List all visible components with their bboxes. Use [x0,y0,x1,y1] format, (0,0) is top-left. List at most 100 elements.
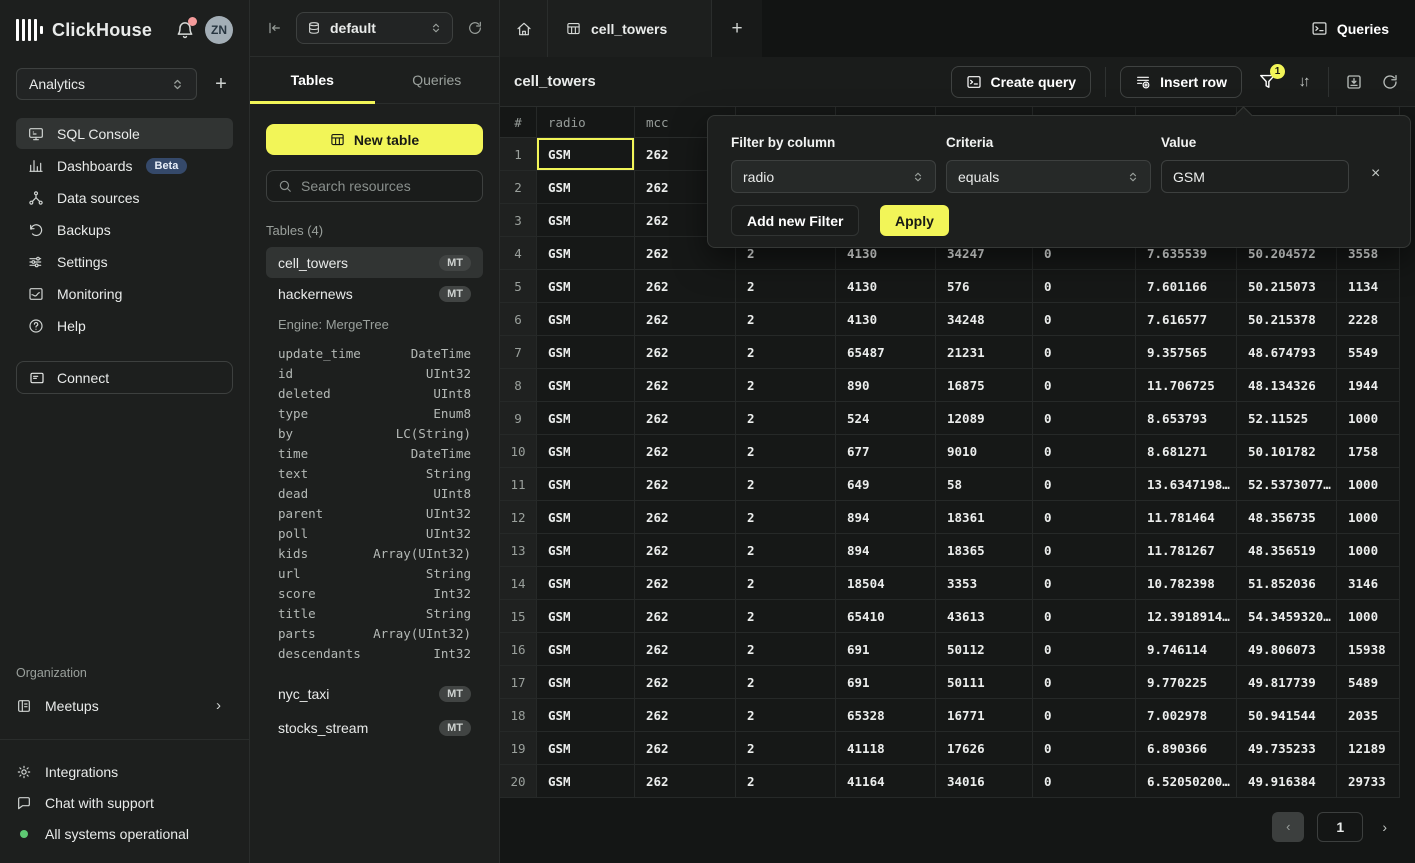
table-cell[interactable]: 262 [635,402,736,435]
new-tab-button[interactable]: + [712,0,762,57]
table-cell[interactable]: 262 [635,534,736,567]
table-cell[interactable]: GSM [537,633,635,666]
table-cell[interactable]: 262 [635,270,736,303]
table-cell[interactable]: 0 [1033,468,1136,501]
table-cell[interactable]: 262 [635,336,736,369]
download-button[interactable] [1343,73,1365,91]
table-item-stocks-stream[interactable]: stocks_stream MT [266,712,483,743]
sidebar-item-sql-console[interactable]: SQL Console [16,118,233,149]
table-cell[interactable]: 262 [635,600,736,633]
queries-button[interactable]: Queries [1311,20,1389,37]
table-cell[interactable]: 49.735233 [1237,732,1337,765]
add-service-button[interactable]: + [215,73,227,95]
table-cell[interactable]: 262 [635,633,736,666]
table-cell[interactable]: 262 [635,237,736,270]
table-item-hackernews[interactable]: hackernews MT [266,278,483,309]
table-cell[interactable]: 262 [635,435,736,468]
table-cell[interactable]: GSM [537,270,635,303]
table-cell[interactable]: 0 [1033,369,1136,402]
table-cell[interactable]: 1000 [1337,402,1400,435]
table-cell[interactable]: 50111 [936,666,1033,699]
table-cell[interactable]: 1000 [1337,534,1400,567]
filter-criteria-select[interactable]: equals [946,160,1151,193]
table-cell[interactable]: 9010 [936,435,1033,468]
table-cell[interactable]: 16875 [936,369,1033,402]
table-cell[interactable]: 677 [836,435,936,468]
tab-cell-towers[interactable]: cell_towers [548,0,712,57]
table-cell[interactable]: 18504 [836,567,936,600]
table-cell[interactable]: 50.215073 [1237,270,1337,303]
table-cell[interactable]: 649 [836,468,936,501]
sidebar-item-dashboards[interactable]: Dashboards Beta [16,150,233,181]
table-cell[interactable]: 12.3918914… [1136,600,1237,633]
table-cell[interactable]: 49.817739 [1237,666,1337,699]
sidebar-item-integrations[interactable]: Integrations [16,756,233,787]
table-cell[interactable]: 262 [635,666,736,699]
home-tab[interactable] [500,0,548,57]
table-cell[interactable]: 50.204572 [1237,237,1337,270]
table-cell[interactable]: 3558 [1337,237,1400,270]
table-cell[interactable]: 2 [736,237,836,270]
table-cell[interactable]: 2 [736,369,836,402]
apply-filter-button[interactable]: Apply [880,205,949,236]
database-selector[interactable]: default [296,12,453,44]
table-cell[interactable]: 1944 [1337,369,1400,402]
table-cell[interactable]: 17626 [936,732,1033,765]
filter-value-input[interactable] [1173,168,1337,185]
table-cell[interactable]: 2 [736,666,836,699]
table-cell[interactable]: 58 [936,468,1033,501]
refresh-icon[interactable] [467,20,483,36]
table-cell[interactable]: GSM [537,534,635,567]
table-cell[interactable]: 2 [736,303,836,336]
table-cell[interactable]: GSM [537,435,635,468]
table-cell[interactable]: 4130 [836,237,936,270]
table-cell[interactable]: GSM [537,567,635,600]
table-cell[interactable]: GSM [537,138,635,171]
table-cell[interactable]: 262 [635,567,736,600]
table-cell[interactable]: 49.806073 [1237,633,1337,666]
table-cell[interactable]: 2 [736,765,836,798]
table-cell[interactable]: 1134 [1337,270,1400,303]
table-cell[interactable]: 50112 [936,633,1033,666]
table-cell[interactable]: 8.681271 [1136,435,1237,468]
table-cell[interactable]: 2 [736,468,836,501]
table-cell[interactable]: GSM [537,666,635,699]
table-item-cell-towers[interactable]: cell_towers MT [266,247,483,278]
table-cell[interactable]: 5549 [1337,336,1400,369]
table-cell[interactable]: 262 [635,501,736,534]
table-cell[interactable]: GSM [537,336,635,369]
sidebar-item-settings[interactable]: Settings [16,246,233,277]
user-avatar[interactable]: ZN [205,16,233,44]
insert-row-button[interactable]: Insert row [1120,65,1242,98]
table-cell[interactable]: 41164 [836,765,936,798]
table-cell[interactable]: 50.215378 [1237,303,1337,336]
table-cell[interactable]: 7.601166 [1136,270,1237,303]
table-cell[interactable]: 13.6347198… [1136,468,1237,501]
table-cell[interactable]: 65328 [836,699,936,732]
sidebar-item-meetups[interactable]: Meetups › [16,690,233,721]
table-cell[interactable]: GSM [537,237,635,270]
table-cell[interactable]: GSM [537,204,635,237]
table-cell[interactable]: 0 [1033,270,1136,303]
table-cell[interactable]: 262 [635,303,736,336]
table-cell[interactable]: 2035 [1337,699,1400,732]
table-cell[interactable]: 894 [836,534,936,567]
table-cell[interactable]: 18365 [936,534,1033,567]
table-cell[interactable]: 54.3459320… [1237,600,1337,633]
table-cell[interactable]: 2 [736,534,836,567]
table-cell[interactable]: 50.941544 [1237,699,1337,732]
filter-value-field[interactable] [1161,160,1349,193]
table-cell[interactable]: 0 [1033,501,1136,534]
table-cell[interactable]: 15938 [1337,633,1400,666]
table-cell[interactable]: 0 [1033,765,1136,798]
table-cell[interactable]: 10.782398 [1136,567,1237,600]
table-cell[interactable]: 4130 [836,303,936,336]
table-cell[interactable]: 262 [635,765,736,798]
table-cell[interactable]: GSM [537,600,635,633]
table-cell[interactable]: 2 [736,402,836,435]
table-cell[interactable]: 1000 [1337,501,1400,534]
table-cell[interactable]: 34016 [936,765,1033,798]
table-cell[interactable]: 43613 [936,600,1033,633]
table-cell[interactable]: 0 [1033,402,1136,435]
table-cell[interactable]: 41118 [836,732,936,765]
